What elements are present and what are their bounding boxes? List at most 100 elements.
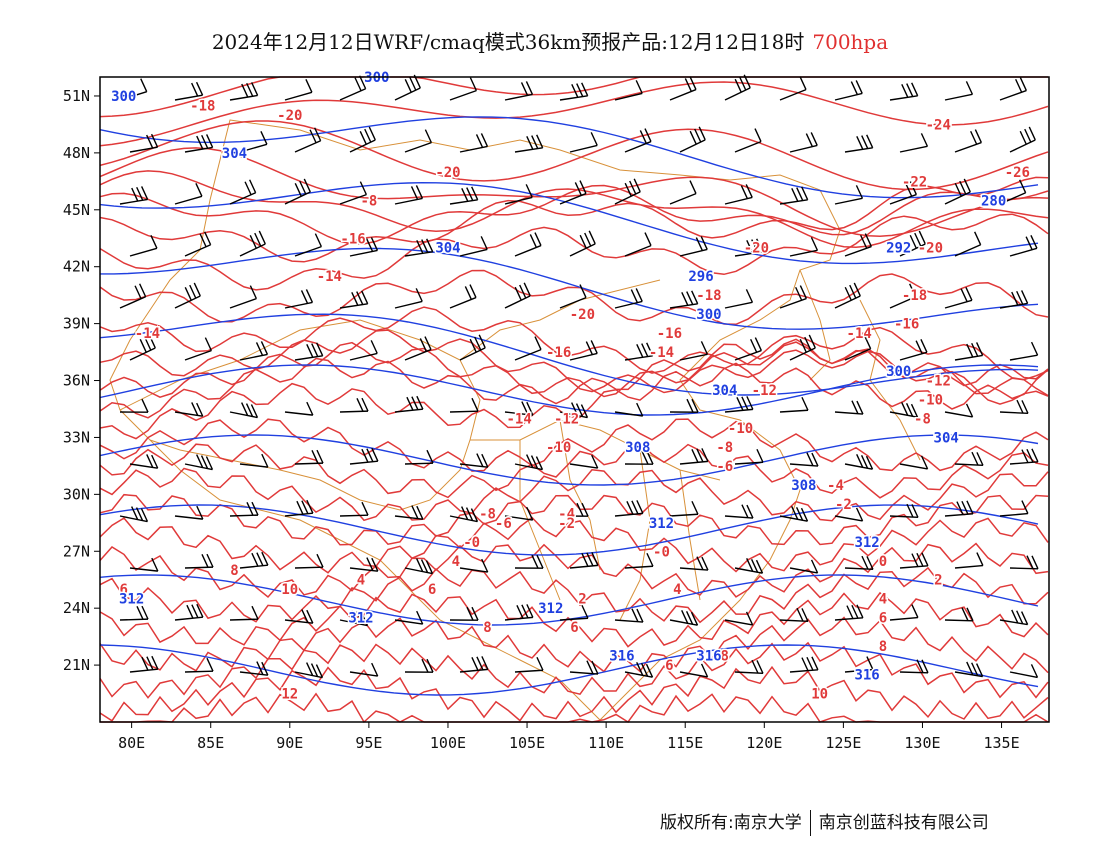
height-label: 312	[348, 611, 373, 627]
barb-feather	[196, 454, 204, 468]
barb-shaft	[459, 347, 486, 361]
barb-feather	[860, 234, 868, 249]
height-label: 316	[696, 649, 721, 665]
barb-feather	[150, 235, 158, 249]
wind-barb	[569, 132, 598, 153]
barb-feather	[641, 450, 649, 465]
barb-feather	[476, 656, 484, 671]
wind-barb	[404, 449, 434, 465]
wind-barb	[724, 611, 754, 626]
wind-barb	[569, 340, 598, 361]
temperature-label: -20	[918, 241, 943, 257]
wind-barb	[779, 285, 808, 309]
barb-shaft	[679, 248, 708, 257]
isotherm	[99, 338, 1049, 419]
wind-barb	[404, 558, 434, 575]
wind-barb	[899, 659, 929, 674]
barb-feather	[519, 284, 527, 299]
wind-barb	[834, 282, 861, 309]
barb-shaft	[459, 248, 488, 257]
barb-feather	[469, 77, 478, 91]
barb-feather	[1011, 291, 1019, 306]
barb-feather	[644, 128, 652, 142]
wind-barb	[734, 659, 764, 675]
barb-feather	[140, 186, 149, 200]
barb-shaft	[119, 198, 148, 205]
barb-feather	[141, 605, 149, 620]
wind-barb	[129, 133, 159, 153]
barb-shaft	[449, 199, 478, 205]
wind-barbs	[119, 74, 1039, 679]
barb-feather	[411, 505, 419, 519]
wind-barb	[779, 396, 809, 413]
barb-shaft	[284, 301, 313, 309]
barb-feather	[146, 656, 154, 670]
wind-barb	[834, 80, 863, 101]
barb-shaft	[624, 244, 652, 257]
isotherm	[99, 147, 1049, 237]
wind-barb	[679, 556, 709, 571]
barb-shaft	[184, 349, 212, 361]
wind-barb	[624, 662, 654, 678]
barb-shaft	[394, 619, 423, 625]
wind-barb	[569, 454, 599, 469]
wind-barb	[899, 133, 929, 153]
wind-barb	[119, 398, 149, 413]
barb-feather	[579, 180, 587, 194]
barb-feather	[850, 81, 858, 95]
barb-feather	[750, 558, 759, 573]
isotherm	[99, 493, 1049, 546]
wind-barb	[669, 398, 699, 413]
barb-feather	[144, 336, 152, 351]
barb-feather	[579, 234, 587, 249]
barb-shaft	[459, 463, 488, 468]
barb-shaft	[734, 140, 762, 153]
barb-shaft	[174, 411, 203, 417]
wind-barb	[129, 557, 159, 572]
barb-shaft	[779, 297, 807, 309]
barb-feather	[529, 234, 537, 248]
lon-tick-label: 85E	[197, 734, 224, 752]
lon-tick-label: 80E	[118, 734, 145, 752]
barb-feather	[851, 400, 859, 414]
barb-shaft	[999, 302, 1028, 309]
barb-feather	[201, 553, 209, 568]
credit-company: 南京创蓝科技有限公司	[818, 813, 989, 833]
wind-barb	[119, 186, 149, 205]
isotherm	[99, 418, 1049, 472]
wind-barb	[779, 186, 809, 205]
barb-shaft	[514, 348, 542, 361]
barb-feather	[425, 560, 434, 574]
barb-feather	[575, 403, 584, 417]
barb-feather	[911, 82, 919, 97]
barb-feather	[906, 503, 914, 518]
wind-barb	[459, 334, 486, 361]
barb-feather	[691, 290, 699, 305]
wind-barb	[624, 342, 654, 361]
barb-feather	[526, 135, 534, 150]
barb-feather	[191, 604, 199, 618]
barb-shaft	[294, 355, 323, 361]
barb-feather	[584, 232, 592, 247]
barb-feather	[795, 286, 803, 301]
isotherm	[99, 306, 1049, 381]
lat-tick-label: 42N	[63, 258, 90, 276]
barb-feather	[1016, 610, 1024, 625]
wind-barb	[999, 609, 1029, 626]
barb-shaft	[944, 299, 973, 309]
barb-shaft	[834, 92, 863, 101]
wind-barb	[559, 82, 589, 101]
wind-barb	[229, 179, 257, 205]
barb-feather	[700, 236, 708, 250]
lon-tick-label: 120E	[746, 734, 782, 752]
barb-shaft	[724, 619, 753, 626]
barb-feather	[535, 456, 544, 470]
wind-barb	[459, 453, 489, 468]
wind-barb	[294, 342, 324, 361]
barb-feather	[409, 76, 417, 91]
barb-shaft	[999, 411, 1029, 415]
barb-feather	[315, 664, 324, 678]
barb-feather	[800, 507, 809, 522]
height-contour	[99, 574, 1039, 626]
temperature-label: -8	[479, 506, 496, 522]
